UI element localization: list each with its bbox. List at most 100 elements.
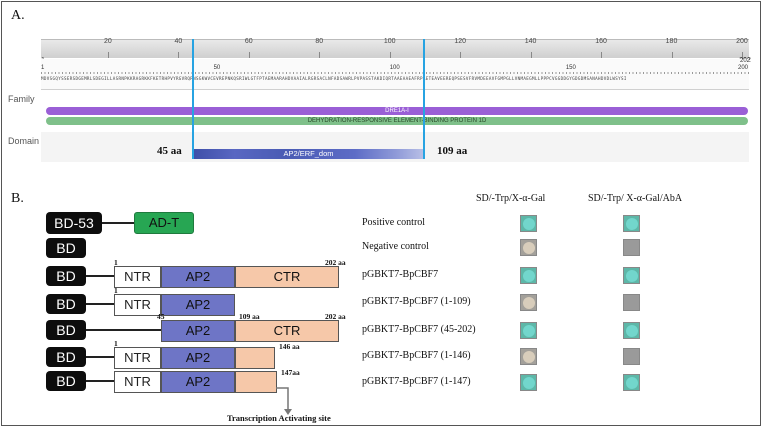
panel-b-label: B.: [11, 191, 24, 206]
start-position-label: 1: [114, 258, 118, 267]
ap2-segment: AP2: [161, 294, 235, 316]
yeast-spot-col2: [623, 294, 640, 311]
start-position-label: 45: [157, 312, 165, 321]
activating-site-label: Transcription Activating site: [227, 413, 331, 423]
ruler-tick-mark: [671, 52, 673, 58]
bd-segment: BD: [46, 238, 86, 258]
family-heading: Family: [8, 94, 35, 104]
yeast-spot-col1: [520, 322, 537, 339]
yeast-spot-col1: [520, 267, 537, 284]
yeast-spot-col1: [520, 239, 537, 256]
family-bar-dre1a: DRE1A-I: [46, 107, 748, 115]
end-position-label: 202 aa: [325, 258, 346, 267]
yeast-spot-col2: [623, 215, 640, 232]
yeast-colony: [626, 218, 638, 230]
domain-heading: Domain: [8, 136, 40, 146]
bd53-segment: BD-53: [46, 212, 102, 234]
yeast-colony: [523, 351, 535, 363]
connector: [86, 329, 161, 331]
domain-name: AP2/ERF_dom: [283, 149, 334, 158]
end-position-label: 146 aa: [279, 342, 300, 351]
ruler-tick-mark: [741, 52, 743, 58]
ruler-tick-mark: [319, 52, 321, 58]
yeast-spot-col2: [623, 348, 640, 365]
yeast-colony: [523, 377, 535, 389]
ruler-tick-mark: [530, 52, 532, 58]
ap2-segment: AP2: [161, 266, 235, 288]
construct-label: Positive control: [362, 217, 426, 228]
sequence-tick-label: 100: [389, 65, 400, 71]
adt-segment: AD-T: [134, 212, 194, 234]
construct-label: pGBKT7-BpCBF7 (1-146): [362, 350, 471, 361]
protein-sequence: MDVSGQYSSERSDGEMRLSDEGILLASRNPKKRAGRKKFK…: [41, 76, 627, 81]
ruler-tick-label: 20: [104, 38, 112, 45]
ruler-tick-label: 100: [383, 38, 396, 45]
column-header-sd-trp-xgal: SD/-Trp/X-α-Gal: [476, 193, 546, 204]
ctr-segment: CTR: [235, 266, 339, 288]
connector: [86, 275, 114, 277]
family-bar-dreb1d: DEHYDRATION-RESPONSIVE ELEMENT-BINDING P…: [46, 117, 748, 125]
construct-label: pGBKT7-BpCBF7 (1-109): [362, 296, 471, 307]
ruler-tick-mark: [601, 52, 603, 58]
construct-label: pGBKT7-BpCBF7: [362, 269, 439, 280]
sequence-tick-label: 1: [41, 65, 45, 71]
sequence-track: MDVSGQYSSERSDGEMRLSDEGILLASRNPKKRAGRKKFK…: [41, 58, 751, 90]
yeast-colony: [523, 325, 535, 337]
bd-segment: BD: [46, 371, 86, 391]
bd-segment: BD: [46, 294, 86, 314]
sequence-tick-label: 202: [740, 58, 751, 64]
construct-label: pGBKT7-BpCBF7 (1-147): [362, 376, 471, 387]
yeast-colony: [626, 270, 638, 282]
connector: [86, 380, 114, 382]
ruler-tick-label: 120: [454, 38, 466, 45]
yeast-colony: [523, 297, 535, 309]
ctr-segment-partial: [235, 347, 275, 369]
yeast-colony: [523, 270, 535, 282]
ap2-segment: AP2: [161, 371, 235, 393]
yeast-spot-col2: [623, 374, 640, 391]
yeast-colony: [523, 218, 535, 230]
yeast-spot-col2: [623, 322, 640, 339]
start-position-label: 1: [114, 286, 118, 295]
construct-label: pGBKT7-BpCBF7 (45-202): [362, 324, 476, 335]
yeast-spot-col1: [520, 374, 537, 391]
domain-end-label: 109 aa: [437, 145, 468, 157]
position-ruler: 120406080100120140160180200202: [41, 38, 751, 64]
ap2-erf-domain-bar: AP2/ERF_dom: [193, 149, 424, 159]
yeast-colony: [523, 242, 535, 254]
ruler-tick-mark: [248, 52, 250, 58]
sequence-ruler-marks: [41, 72, 749, 74]
ntr-segment: NTR: [114, 347, 161, 369]
sequence-tick-label: 150: [565, 65, 576, 71]
bd-segment: BD: [46, 266, 86, 286]
ntr-segment: NTR: [114, 294, 161, 316]
ntr-segment: NTR: [114, 371, 161, 393]
domain-start-label: 45 aa: [157, 145, 182, 157]
sequence-tick-label: 50: [213, 65, 221, 71]
ruler-tick-mark: [178, 52, 180, 58]
yeast-spot-col1: [520, 215, 537, 232]
start-position-label: 1: [114, 339, 118, 348]
yeast-colony: [626, 325, 638, 337]
connector: [86, 356, 114, 358]
ctr-segment: CTR: [235, 320, 339, 342]
domain-end-marker: [423, 39, 425, 159]
yeast-spot-col1: [520, 348, 537, 365]
bd-segment: BD: [46, 347, 86, 367]
panel-a-label: A.: [11, 8, 25, 23]
ctr-segment-partial: [235, 371, 277, 393]
bd-segment: BD: [46, 320, 86, 340]
activating-site-arrow: [276, 387, 292, 415]
ruler-tick-label: 80: [315, 38, 324, 45]
yeast-spot-col1: [520, 294, 537, 311]
yeast-spot-col2: [623, 239, 640, 256]
ruler-tick-label: 60: [244, 38, 253, 45]
sequence-tick-label: 200: [738, 65, 749, 71]
ruler-tick-label: 140: [524, 38, 537, 45]
end-position-label: 109 aa: [239, 312, 260, 321]
end-position-label: 202 aa: [325, 312, 346, 321]
column-header-sd-trp-xgal-aba: SD/-Trp/ X-α-Gal/AbA: [588, 193, 683, 204]
ap2-segment: AP2: [161, 347, 235, 369]
end-position-label: 147aa: [281, 368, 300, 377]
